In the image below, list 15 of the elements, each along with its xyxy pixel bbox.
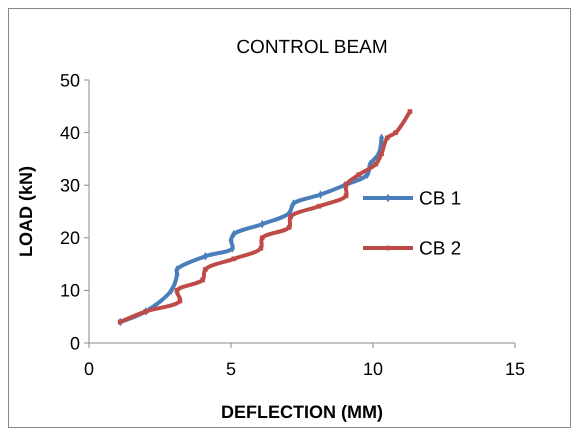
y-tick-label: 20 (60, 228, 80, 248)
y-tick-label: 10 (60, 280, 80, 301)
y-tick-label: 0 (70, 333, 80, 354)
y-tick-label: 50 (60, 70, 80, 90)
x-tick-label: 0 (84, 359, 94, 379)
x-tick-label: 5 (226, 359, 236, 379)
y-axis-title: LOAD (kN) (16, 166, 36, 257)
chart-title: CONTROL BEAM (236, 37, 388, 58)
x-tick-label: 15 (504, 359, 526, 379)
y-tick-label: 30 (60, 176, 80, 196)
legend-label: CB 2 (419, 238, 462, 260)
x-tick-label: 10 (362, 359, 384, 379)
y-tick-label: 40 (60, 122, 80, 143)
x-axis-title: DEFLECTION (MM) (221, 402, 383, 422)
legend-label: CB 1 (419, 188, 462, 210)
